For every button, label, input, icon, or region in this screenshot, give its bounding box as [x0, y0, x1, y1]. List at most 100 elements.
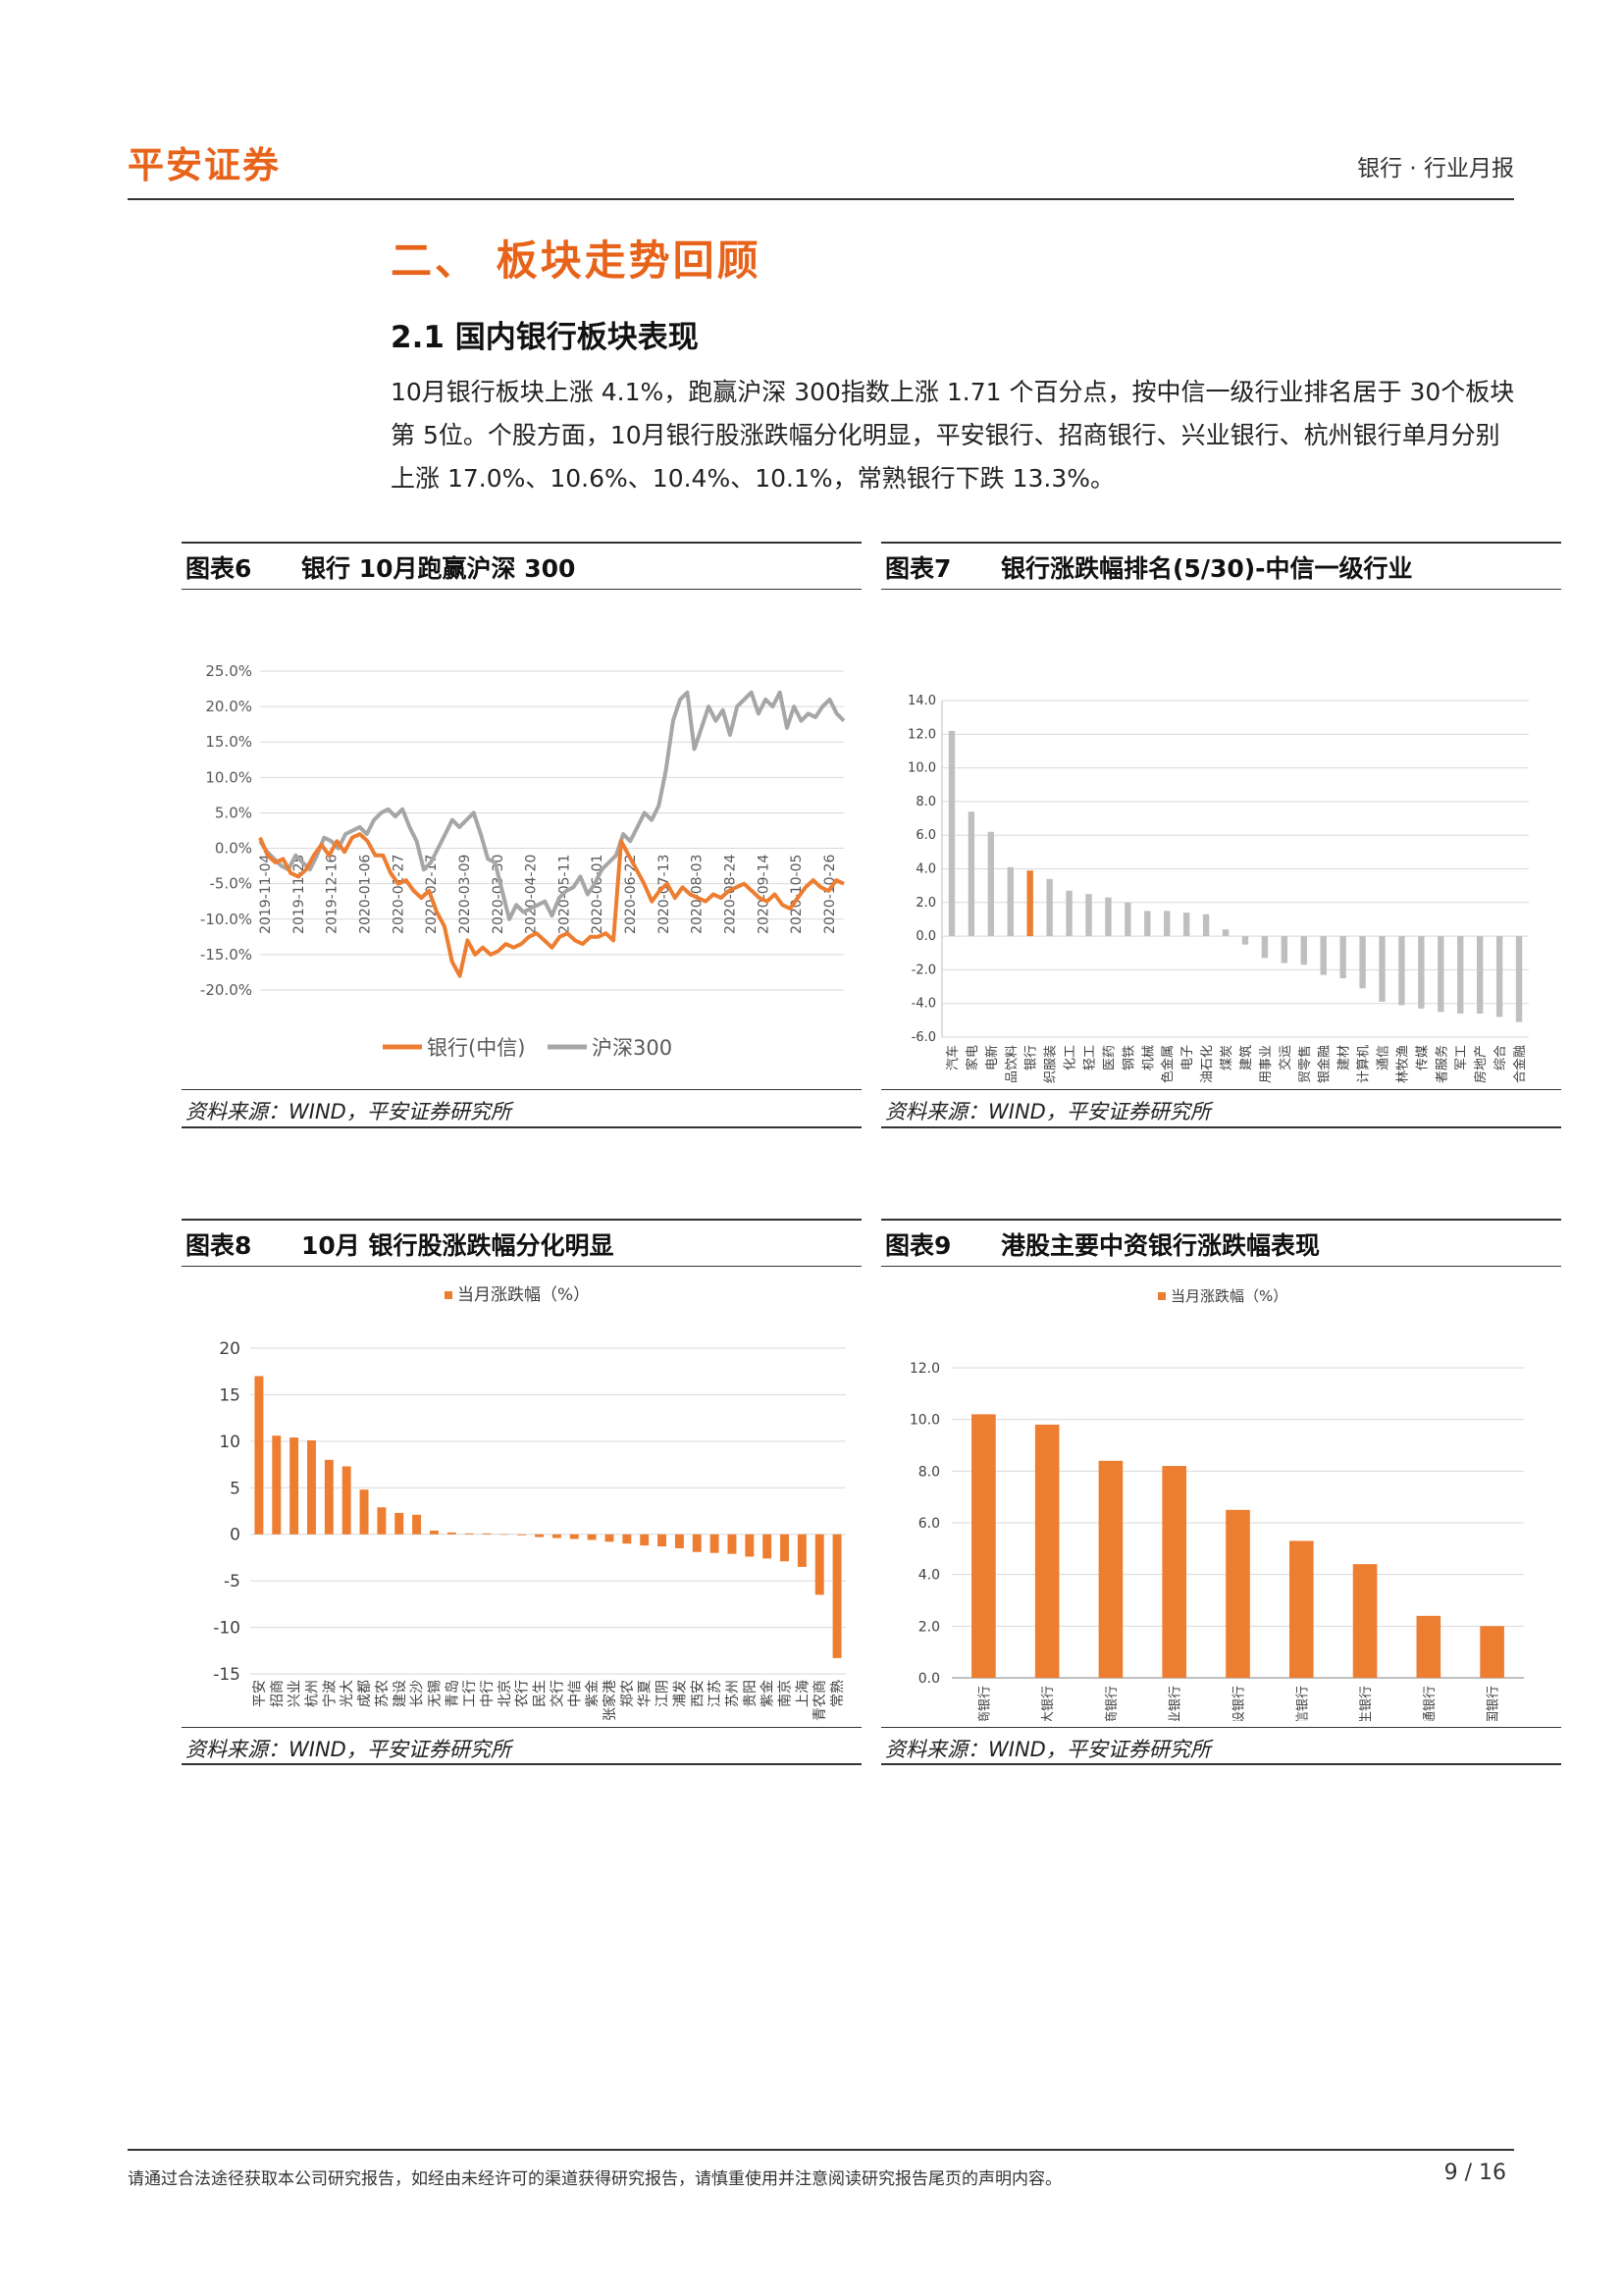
brand-logo: 平安证券 [128, 144, 281, 186]
bar [307, 1439, 316, 1535]
x-tick-label: 长沙 [410, 1680, 426, 1707]
x-tick-label: 西安 [690, 1680, 706, 1707]
x-tick-label: 轻工 [1083, 1045, 1098, 1070]
bar [1300, 936, 1307, 965]
x-tick-label: 2020-03-30 [491, 855, 506, 934]
series-line [258, 832, 845, 978]
bar [1261, 936, 1269, 959]
x-tick-label: 军工 [1454, 1045, 1469, 1070]
y-tick-label: 10.0 [908, 761, 936, 776]
y-tick-label: 10.0 [910, 1413, 940, 1429]
figure-6-source: 资料来源：WIND，平安证券研究所 [185, 1100, 511, 1123]
y-tick-label: -20.0% [200, 981, 252, 999]
figure-6-caption: 银行 10月跑赢沪深 300 [301, 554, 576, 583]
x-tick-label: 2020-06-22 [623, 855, 639, 934]
bar [1515, 936, 1523, 1022]
bar [1359, 936, 1366, 989]
bar [1438, 936, 1444, 1013]
y-tick-label: 0 [230, 1526, 240, 1545]
x-tick-label: 紫金 [585, 1680, 601, 1707]
x-tick-label: 2020-10-05 [789, 855, 805, 934]
bar [727, 1534, 737, 1554]
bar [987, 831, 995, 937]
x-tick-label: 中信 [567, 1680, 583, 1707]
y-tick-label: 20.0% [205, 698, 252, 715]
x-tick-label: 平安 [252, 1680, 268, 1707]
x-tick-label: 光大银行 [1041, 1686, 1056, 1721]
x-tick-label: 银行 [1024, 1045, 1039, 1070]
x-tick-label: 汽车 [945, 1045, 961, 1070]
x-tick-label: 通信 [1377, 1045, 1391, 1070]
x-tick-label: 2020-10-26 [822, 854, 838, 933]
bar [1226, 1509, 1250, 1678]
y-tick-label: 4.0 [918, 1568, 940, 1584]
bar [254, 1376, 264, 1535]
x-tick-label: 中行 [480, 1680, 496, 1707]
bar [1352, 1564, 1378, 1678]
x-tick-label: 纺织服装 [1044, 1045, 1059, 1083]
bar [832, 1534, 842, 1658]
y-tick-label: -2.0 [912, 963, 936, 977]
x-tick-label: 建筑 [1238, 1045, 1254, 1070]
bar [1007, 866, 1014, 937]
bar [446, 1532, 456, 1535]
x-tick-label: 2020-08-24 [723, 854, 739, 933]
y-tick-label: 8.0 [918, 1464, 940, 1480]
figure-9-source: 资料来源：WIND，平安证券研究所 [885, 1738, 1211, 1761]
x-tick-label: 钢铁 [1122, 1045, 1136, 1070]
figure-7-caption: 银行涨跌幅排名(5/30)-中信一级行业 [1001, 554, 1413, 583]
x-tick-label: 2019-11-04 [258, 854, 274, 933]
bar [517, 1534, 527, 1536]
x-tick-label: 交行 [549, 1680, 565, 1707]
x-tick-label: 苏农 [375, 1680, 391, 1707]
x-tick-label: 石油石化 [1200, 1045, 1215, 1083]
x-tick-label: 郑农 [620, 1680, 636, 1707]
x-tick-label: 建设 [393, 1680, 408, 1707]
bar [674, 1534, 684, 1548]
bar [604, 1534, 614, 1542]
body-paragraph: 10月银行板块上涨 4.1%，跑赢沪深 300指数上涨 1.71 个百分点，按中… [391, 378, 1515, 493]
x-tick-label: 房地产 [1473, 1045, 1489, 1083]
bar [709, 1534, 719, 1553]
x-tick-label: 2020-01-06 [357, 854, 373, 933]
x-tick-label: 华夏 [638, 1680, 654, 1707]
page-number: 9 / 16 [1443, 2161, 1506, 2185]
y-tick-label: 15.0% [205, 733, 252, 751]
x-tick-label: 工行 [462, 1680, 478, 1707]
bar [1281, 936, 1288, 964]
x-tick-label: 苏州 [725, 1680, 741, 1707]
x-tick-label: 2020-04-20 [524, 855, 540, 934]
x-tick-label: 交通银行 [1422, 1686, 1438, 1721]
y-tick-label: 5 [230, 1479, 240, 1498]
bar [272, 1435, 282, 1535]
bar [535, 1534, 545, 1538]
y-tick-label: -6.0 [912, 1030, 936, 1045]
bar [499, 1534, 509, 1536]
bar [1288, 1540, 1314, 1678]
y-tick-label: 0.0 [918, 1671, 940, 1687]
x-tick-label: 计算机 [1357, 1045, 1372, 1083]
y-tick-label: 0.0% [215, 840, 252, 858]
bar [289, 1437, 299, 1535]
bar [622, 1534, 632, 1544]
bar [1398, 936, 1405, 1006]
x-tick-label: 医药 [1102, 1045, 1117, 1070]
y-tick-label: 10.0% [205, 768, 252, 786]
bar [762, 1534, 772, 1559]
x-tick-label: 民生 [533, 1680, 549, 1707]
x-tick-label: 南京 [778, 1680, 794, 1707]
figure-8-caption: 10月 银行股涨跌幅分化明显 [301, 1231, 614, 1260]
x-tick-label: 张家港 [602, 1680, 618, 1721]
x-tick-label: 北京 [498, 1680, 513, 1707]
x-tick-label: 宁波 [321, 1680, 338, 1707]
bar [1222, 929, 1230, 937]
figure-6-title: 图表6 银行 10月跑赢沪深 300 [185, 549, 575, 585]
figure-7: 图表7 银行涨跌幅排名(5/30)-中信一级行业 14.0 12.0 10.0 8.0 6… [881, 542, 1561, 1128]
x-tick-label: 机械 [1141, 1045, 1156, 1070]
x-tick-label: 食品饮料 [1004, 1045, 1020, 1083]
x-tick-label: 民生银行 [1359, 1686, 1374, 1721]
figure-7-label: 图表7 [885, 554, 952, 583]
y-tick-label: 12.0 [908, 727, 936, 742]
x-tick-label: 工商银行 [1105, 1686, 1120, 1721]
bar [1320, 936, 1327, 975]
